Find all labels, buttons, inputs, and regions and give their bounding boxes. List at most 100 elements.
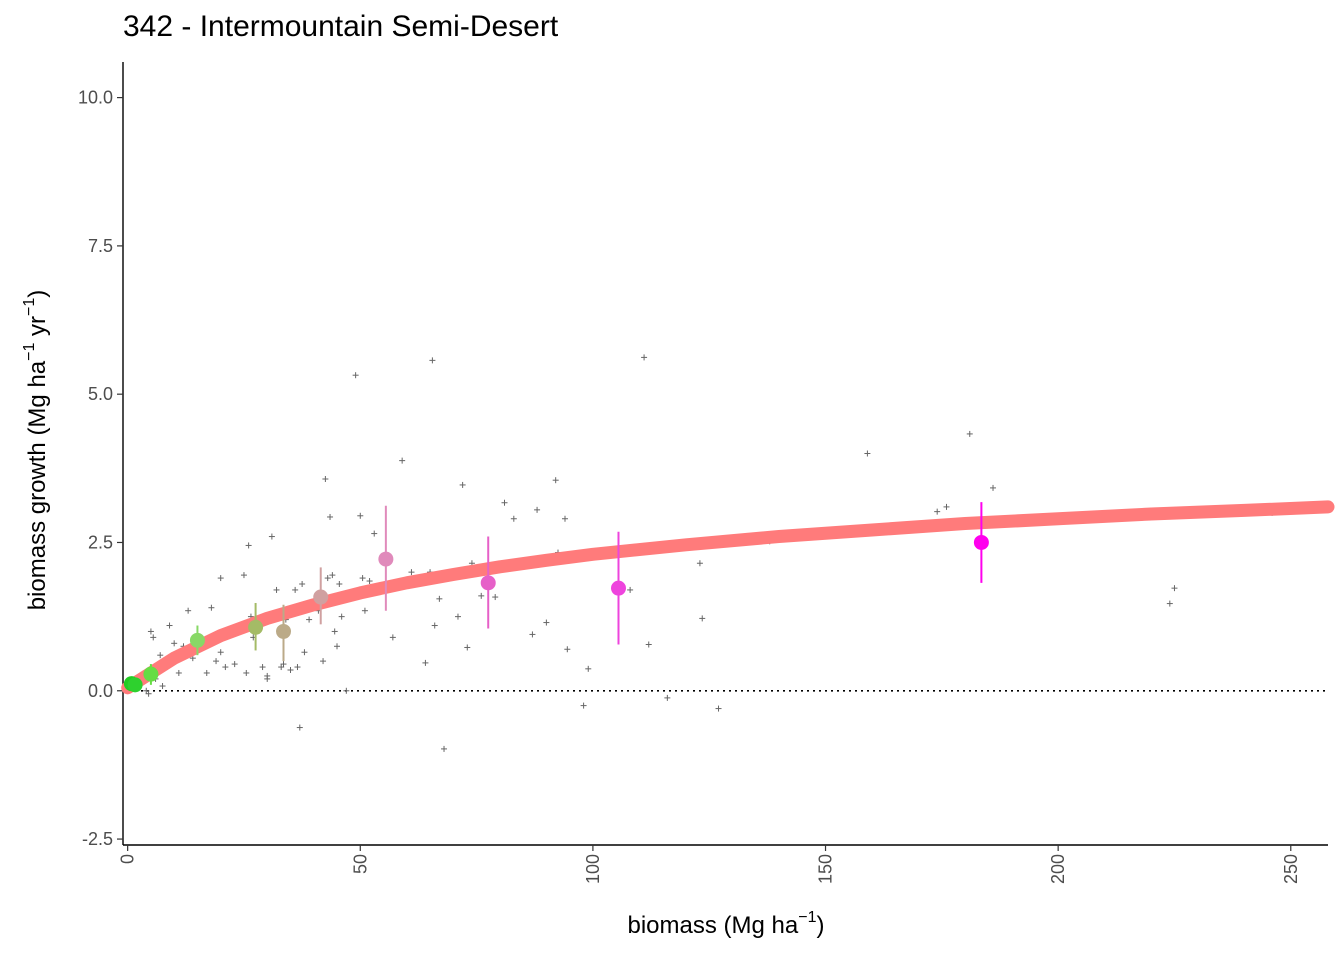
observation-point — [357, 512, 364, 519]
y-tick-label: 0.0 — [88, 681, 113, 701]
observation-points — [129, 354, 1276, 752]
observation-point — [864, 450, 871, 457]
observation-point — [561, 515, 568, 522]
observation-point — [171, 640, 178, 647]
x-tick-label: 0 — [118, 854, 138, 864]
binned-mean — [480, 536, 496, 629]
observation-point — [429, 357, 436, 364]
observation-point — [564, 646, 571, 653]
observation-point — [217, 649, 224, 656]
axes — [122, 62, 1328, 846]
observation-point — [147, 628, 154, 635]
observation-point — [645, 641, 652, 648]
x-axis-label: biomass (Mg ha−1) — [628, 909, 825, 939]
observation-point — [240, 572, 247, 579]
observation-point — [389, 634, 396, 641]
observation-point — [534, 506, 541, 513]
observation-point — [366, 578, 373, 585]
observation-point — [715, 705, 722, 712]
mean-point — [378, 551, 394, 567]
observation-point — [299, 581, 306, 587]
observation-point — [459, 481, 466, 488]
observation-point — [399, 457, 406, 464]
observation-point — [175, 669, 182, 676]
binned-mean — [143, 664, 159, 685]
mean-point — [143, 666, 159, 682]
x-tick-label: 50 — [350, 854, 370, 874]
observation-point — [320, 658, 327, 665]
observation-point — [436, 595, 443, 602]
observation-point — [231, 661, 238, 668]
observation-point — [329, 572, 336, 579]
observation-point — [943, 503, 950, 510]
observation-point — [222, 664, 229, 671]
observation-point — [1171, 585, 1178, 592]
mean-point — [276, 623, 292, 639]
observation-point — [322, 476, 329, 483]
observation-point — [306, 616, 313, 623]
observation-point — [501, 499, 508, 506]
observation-point — [543, 619, 550, 626]
observation-point — [331, 628, 338, 635]
observation-point — [280, 661, 287, 668]
binned-mean — [313, 567, 329, 625]
observation-point — [150, 634, 157, 641]
observation-point — [641, 354, 648, 361]
observation-point — [529, 631, 536, 638]
observation-point — [245, 542, 252, 549]
observation-point — [585, 665, 592, 672]
y-tick-label: -2.5 — [82, 829, 113, 849]
y-tick-label: 10.0 — [78, 88, 113, 108]
binned-mean — [276, 604, 292, 662]
observation-point — [422, 659, 429, 666]
observation-point — [580, 702, 587, 709]
chart-title: 342 - Intermountain Semi-Desert — [123, 10, 559, 43]
binned-means — [123, 502, 989, 693]
observation-point — [492, 594, 499, 601]
fit-curve — [121, 500, 1335, 695]
observation-point — [217, 575, 224, 582]
mean-point — [248, 619, 264, 635]
binned-mean — [127, 677, 143, 693]
observation-point — [324, 575, 331, 582]
y-tick-label: 7.5 — [88, 236, 113, 256]
binned-mean — [189, 625, 205, 656]
observation-point — [359, 575, 366, 582]
binned-mean — [610, 531, 626, 645]
observation-point — [203, 669, 210, 676]
observation-point — [338, 613, 345, 620]
observation-point — [208, 604, 215, 611]
observation-point — [990, 484, 997, 491]
observation-point — [371, 530, 378, 537]
observation-point — [268, 533, 275, 540]
observation-point — [243, 669, 250, 676]
observation-point — [934, 508, 941, 515]
observation-point — [664, 694, 671, 701]
observation-point — [157, 652, 164, 659]
x-tick-label: 250 — [1281, 854, 1301, 884]
observation-point — [301, 649, 308, 656]
observation-point — [352, 372, 359, 379]
observation-point — [296, 724, 303, 731]
observation-point — [464, 644, 471, 651]
observation-point — [264, 675, 271, 682]
x-tick-label: 150 — [816, 854, 836, 884]
observation-point — [287, 667, 294, 674]
x-axis-ticks: 0 50 100 150 200 250 — [118, 845, 1301, 884]
observation-point — [292, 586, 299, 593]
x-tick-label: 100 — [583, 854, 603, 884]
observation-point — [336, 581, 343, 587]
y-tick-label: 5.0 — [88, 384, 113, 404]
observation-point — [627, 586, 634, 593]
mean-point — [480, 575, 496, 591]
binned-mean — [248, 602, 264, 651]
observation-point — [334, 643, 341, 650]
observation-point — [327, 513, 334, 520]
observation-point — [454, 613, 461, 620]
observation-point — [361, 607, 368, 614]
mean-point — [973, 534, 989, 550]
observation-point — [294, 664, 301, 671]
observation-point — [552, 477, 559, 484]
x-tick-label: 200 — [1048, 854, 1068, 884]
mean-point — [610, 580, 626, 596]
